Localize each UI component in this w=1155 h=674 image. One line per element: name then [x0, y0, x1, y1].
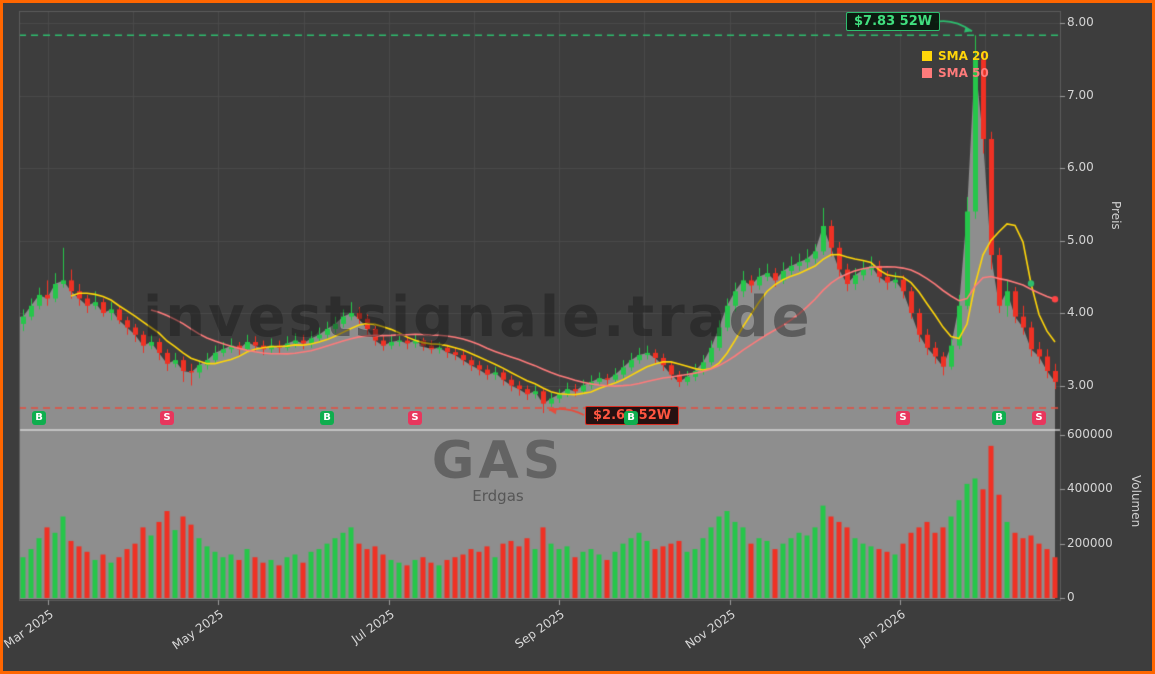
volume-axis-title: Volumen	[1129, 475, 1143, 528]
sell-marker: S	[1032, 411, 1046, 426]
legend-item-sma20[interactable]: SMA 20	[922, 47, 989, 64]
sma50-label: SMA 50	[938, 65, 989, 80]
sma20-swatch-icon	[922, 50, 932, 61]
buy-marker: B	[992, 411, 1006, 426]
volume-tick-label: 400000	[1067, 481, 1113, 496]
buy-marker: B	[32, 411, 46, 426]
price-tick-label: 5.00	[1067, 232, 1094, 247]
sell-marker: S	[160, 411, 174, 426]
sell-marker: S	[408, 411, 422, 426]
volume-tick-label: 600000	[1067, 427, 1113, 441]
price-tick-label: 7.00	[1067, 87, 1094, 102]
volume-tick-label: 0	[1067, 590, 1075, 604]
legend-item-sma50[interactable]: SMA 50	[922, 64, 989, 81]
price-tick-label: 4.00	[1067, 305, 1094, 319]
buy-marker: B	[320, 411, 334, 426]
price-tick-label: 6.00	[1067, 160, 1094, 174]
sma50-swatch-icon	[922, 67, 932, 78]
sma-legend: SMA 20 SMA 50	[922, 47, 989, 81]
buy-marker: B	[624, 411, 638, 426]
volume-tick-label: 200000	[1067, 535, 1113, 550]
high-52w-label: $7.83 52W	[846, 12, 941, 32]
sma20-label: SMA 20	[938, 48, 989, 63]
price-tick-label: 3.00	[1067, 377, 1094, 392]
price-tick-label: 8.00	[1067, 15, 1094, 29]
price-volume-chart-canvas[interactable]	[3, 3, 1152, 671]
sell-marker: S	[896, 411, 910, 426]
price-axis-title: Preis	[1109, 201, 1123, 230]
